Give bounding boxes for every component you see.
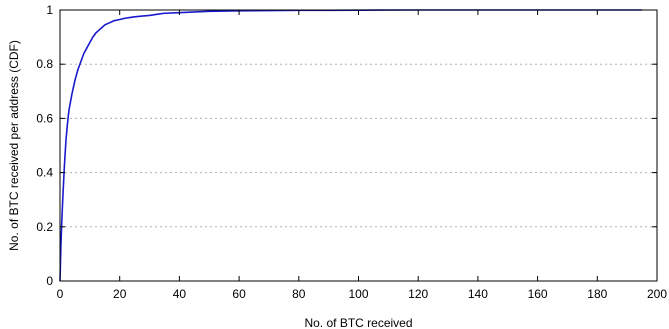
x-tick-label: 140 <box>468 287 488 301</box>
x-tick-label: 40 <box>173 287 187 301</box>
y-tick-label: 0.4 <box>36 166 53 180</box>
x-tick-label: 0 <box>57 287 64 301</box>
plot-frame <box>59 9 658 282</box>
x-tick-label: 120 <box>408 287 428 301</box>
series-layer <box>59 9 643 282</box>
cdf-series-line <box>59 9 643 282</box>
x-tick-label: 160 <box>528 287 548 301</box>
y-tick-label: 0.6 <box>36 111 53 125</box>
y-tick-label: 0 <box>46 274 53 288</box>
x-tick-label: 60 <box>232 287 246 301</box>
y-axis-label: No. of BTC received per address (CDF) <box>7 40 21 251</box>
x-tick-label: 100 <box>348 287 368 301</box>
y-tick-label: 0.2 <box>36 220 53 234</box>
x-tick-label: 200 <box>647 287 667 301</box>
tick-layer: 0 0.2 0.4 0.6 0.8 1 0 20 40 60 80 100 120 140 160 180 20… <box>36 3 667 301</box>
x-tick-label: 80 <box>292 287 306 301</box>
x-axis-label: No. of BTC received <box>304 316 412 329</box>
y-tick-label: 0.8 <box>36 57 53 71</box>
y-tick-label: 1 <box>46 3 53 17</box>
grid-layer <box>60 63 657 228</box>
x-tick-label: 180 <box>587 287 607 301</box>
x-tick-label: 20 <box>113 287 127 301</box>
